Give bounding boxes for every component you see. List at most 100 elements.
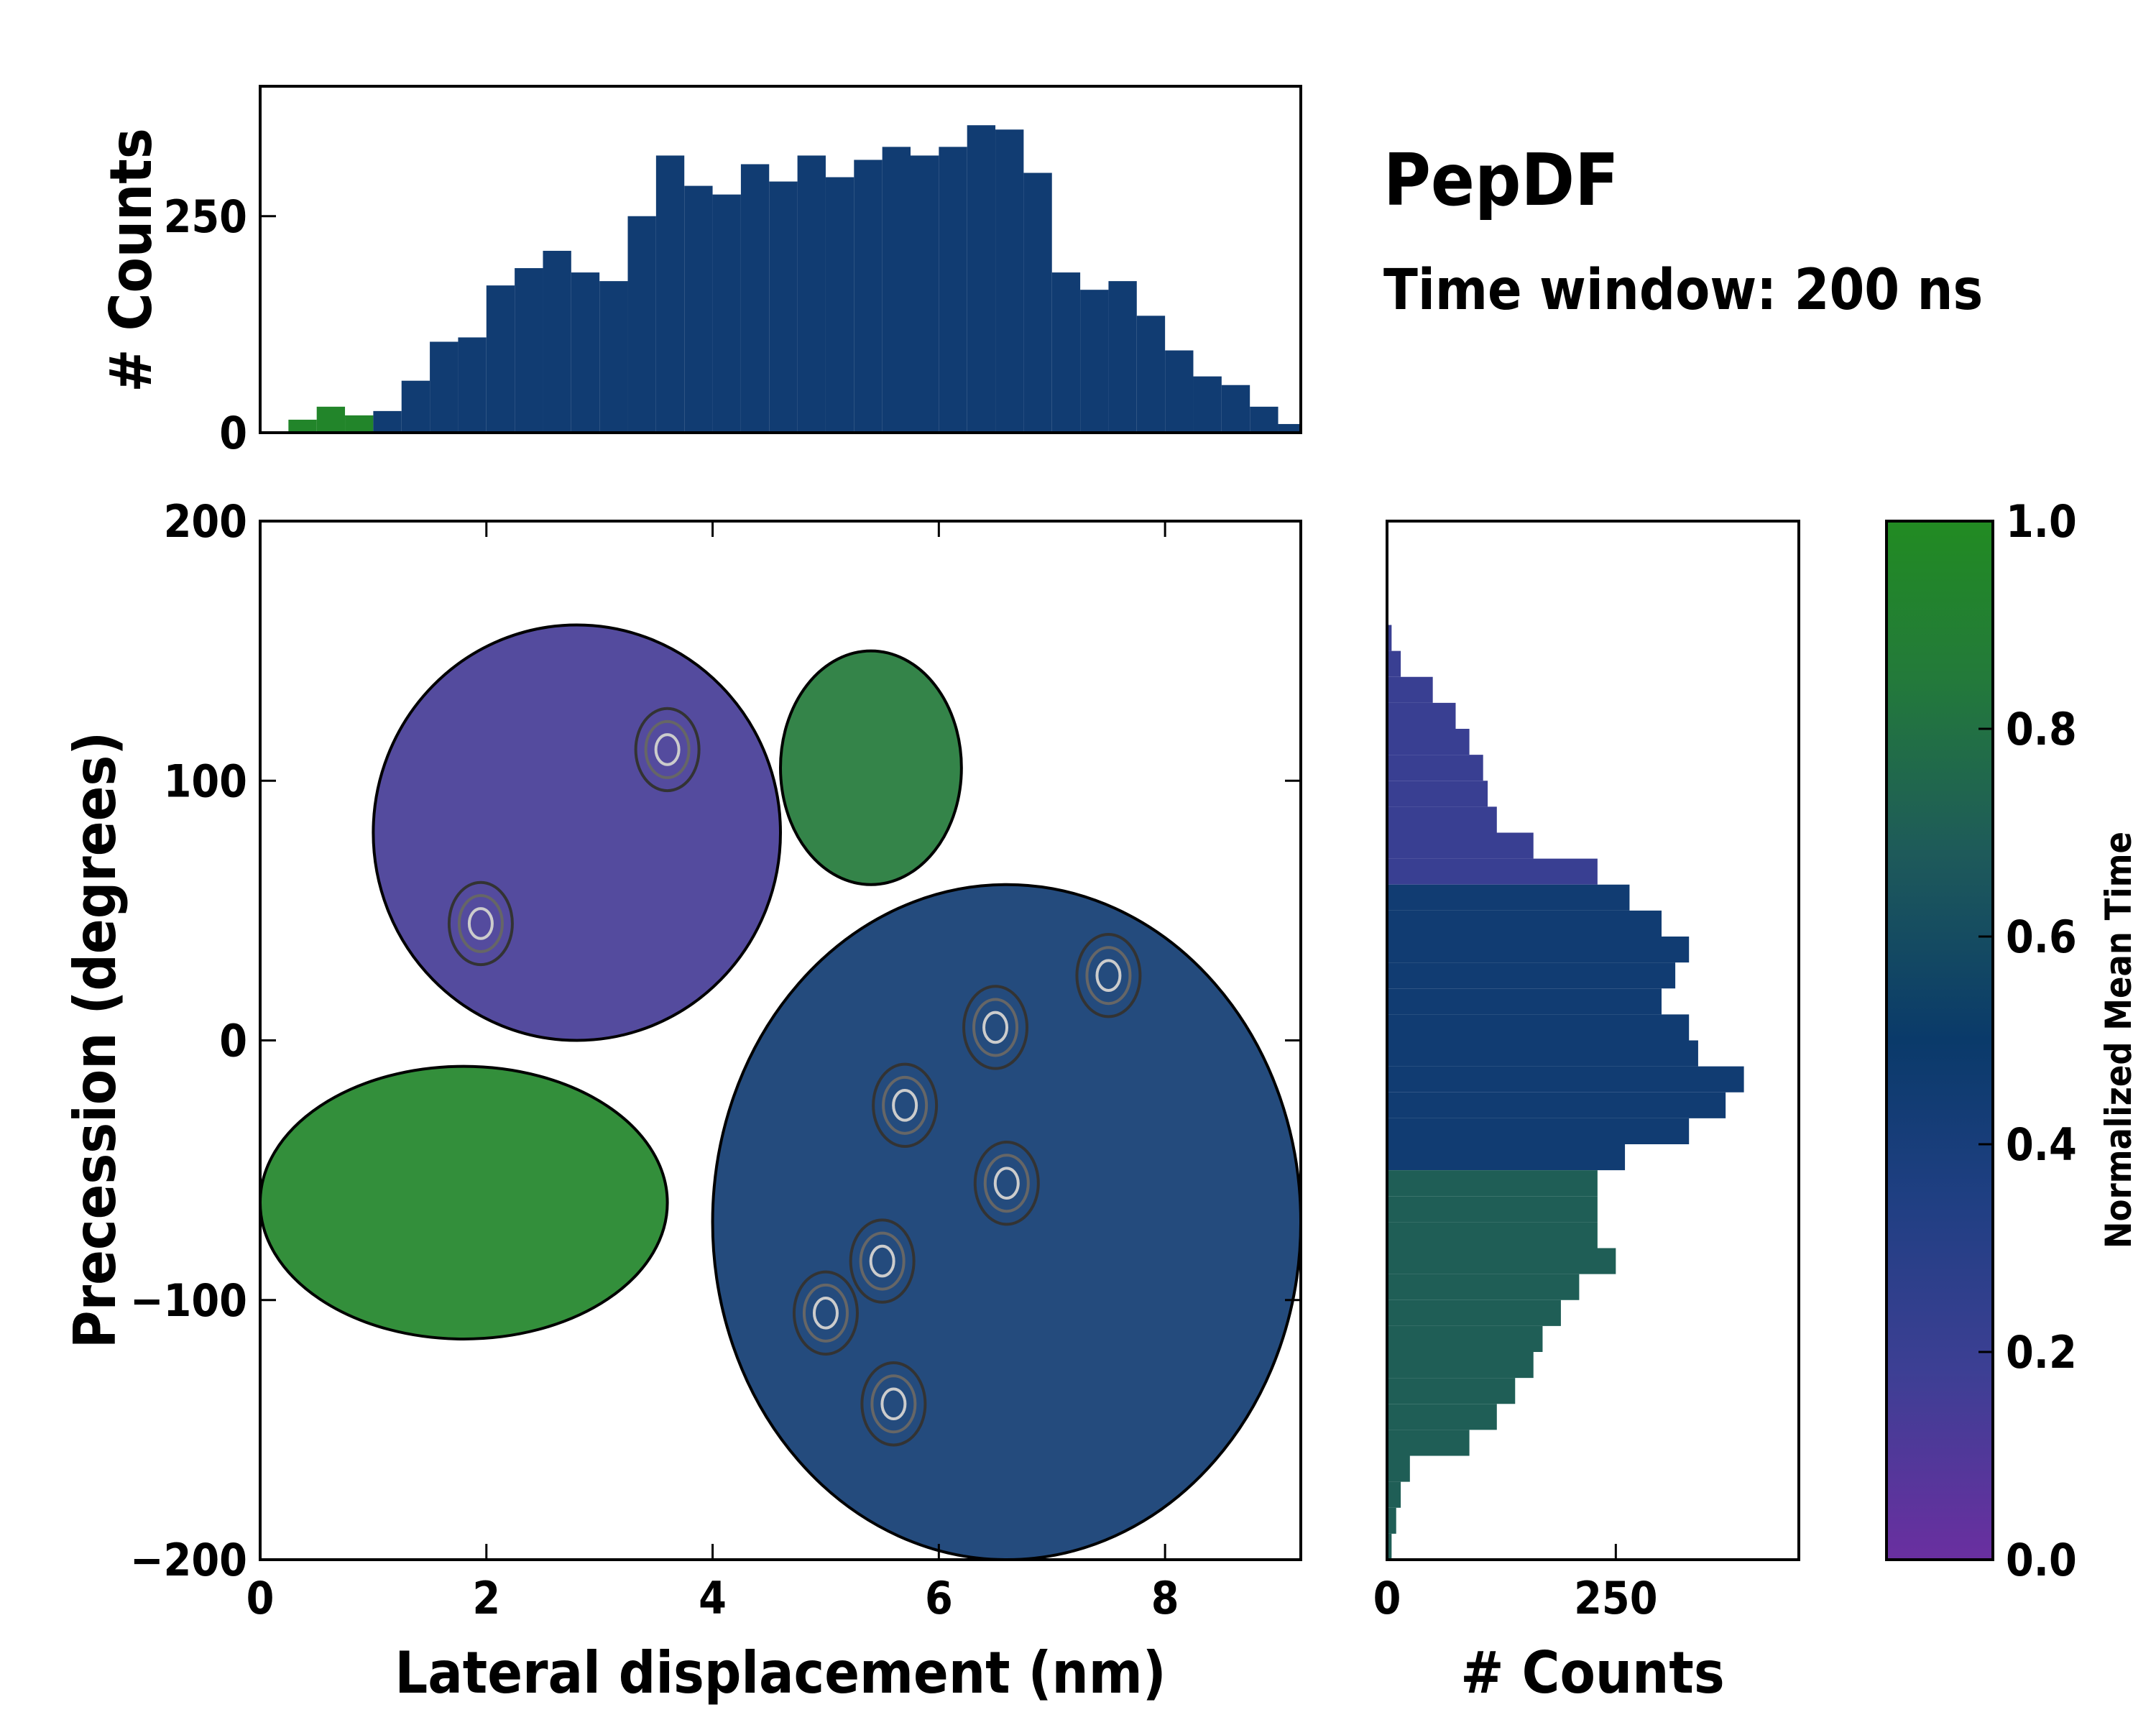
top-histogram-bar [373, 410, 402, 433]
right-histogram-bar [1387, 1325, 1543, 1352]
main-heatmap: 0 2 4 6 8 −200 −100 0 100 200 Lateral displacemen… [62, 495, 1302, 1706]
top-histogram-bar [1278, 423, 1301, 433]
colorbar-tick-label: 0.2 [2006, 1326, 2077, 1379]
right-histogram-bar [1387, 1014, 1690, 1041]
main-ytick-label: 100 [164, 755, 247, 807]
top-histogram-bar [571, 272, 600, 433]
right-histogram-bar [1387, 1222, 1598, 1248]
right-histogram-bar [1387, 625, 1392, 651]
right-histogram-bar [1387, 962, 1676, 989]
right-histogram-bar [1387, 650, 1401, 677]
top-histogram-bar [769, 181, 798, 433]
top-histogram-bar [967, 125, 996, 433]
top-histogram-bar [458, 337, 487, 433]
figure-title: PepDF [1383, 138, 1619, 222]
main-xtick-label: 4 [699, 1572, 727, 1624]
right-histogram-bar [1387, 1455, 1410, 1482]
density-contour [1095, 959, 1122, 992]
main-xtick-label: 8 [1151, 1572, 1179, 1624]
right-histogram-bar [1387, 1092, 1726, 1118]
main-xtick-label: 2 [472, 1572, 500, 1624]
colorbar-tick-label: 0.4 [2006, 1118, 2077, 1171]
top-histogram-bar [1023, 172, 1052, 433]
top-histogram-bar [430, 341, 459, 433]
top-histogram-bar [486, 285, 515, 433]
figure-subtitle: Time window: 200 ns [1383, 258, 1983, 323]
main-ytick-label: 200 [164, 495, 247, 548]
right-histogram: 0 250 # Counts [1373, 520, 1800, 1706]
top-histogram-bar [599, 281, 628, 433]
right-histogram-bar [1387, 1118, 1690, 1144]
colorbar-ticks: 0.0 0.2 0.4 0.6 0.8 1.0 [1978, 495, 2077, 1586]
density-contour [882, 1075, 929, 1135]
top-histogram-bar [1250, 406, 1279, 433]
density-contour [860, 1361, 927, 1447]
heatmap-region [260, 1064, 669, 1340]
colorbar-tick-label: 1.0 [2006, 495, 2077, 548]
main-xtick-label: 0 [247, 1572, 275, 1624]
density-contour [644, 719, 691, 779]
colorbar-frame [1885, 520, 1994, 1561]
colorbar: 0.0 0.2 0.4 0.6 0.8 1.0 Normalized Mean Time [1885, 495, 2139, 1586]
top-histogram-bar [882, 147, 911, 433]
top-histogram-bar [1080, 290, 1109, 433]
heatmap-regions [260, 623, 1301, 1560]
density-contour [802, 1283, 849, 1343]
top-histogram-bar [1136, 316, 1166, 433]
top-histogram-bar [911, 155, 939, 433]
right-histogram-bar [1387, 1040, 1698, 1067]
density-contour [1075, 932, 1142, 1018]
density-contour [869, 1244, 895, 1278]
density-contour [993, 1167, 1020, 1200]
density-contour [457, 893, 504, 953]
top-histogram-bar [797, 155, 826, 433]
density-contour [880, 1387, 907, 1421]
density-contour [972, 998, 1019, 1057]
top-histogram-bar [712, 194, 741, 433]
top-histogram-bar [684, 185, 713, 433]
top-histogram-bar [345, 415, 374, 433]
density-contour [792, 1270, 859, 1356]
heatmap-region [372, 623, 783, 1042]
top-histogram-bar [1193, 376, 1222, 433]
right-histogram-bar [1387, 1481, 1401, 1508]
top-histogram: 0 250 # Counts [98, 85, 1302, 459]
density-contour [634, 707, 701, 793]
right-histogram-bar [1387, 988, 1662, 1015]
right-histogram-bar [1387, 1352, 1534, 1379]
right-histogram-bar [1387, 1507, 1396, 1534]
colorbar-gradient [1886, 521, 1993, 1560]
main-ytick-label: 0 [219, 1015, 247, 1067]
right-histogram-bar [1387, 676, 1433, 703]
top-histogram-bar [401, 380, 430, 433]
heatmap-region [779, 649, 963, 886]
top-histogram-bar [1165, 350, 1194, 433]
right-xtick-label: 0 [1373, 1572, 1401, 1624]
density-contour [1085, 946, 1132, 1006]
heatmap-density-peaks [447, 707, 1142, 1447]
top-histogram-bar [543, 250, 571, 433]
right-histogram-ticks: 0 250 [1373, 1544, 1658, 1624]
colorbar-label: Normalized Mean Time [2098, 832, 2139, 1248]
main-ytick-label: −200 [130, 1534, 247, 1586]
right-histogram-bar [1387, 1248, 1616, 1274]
right-histogram-bar [1387, 1404, 1497, 1430]
right-histogram-bar [1387, 910, 1662, 937]
right-histogram-bar [1387, 884, 1630, 911]
top-histogram-bar [515, 268, 543, 433]
right-histogram-bar [1387, 832, 1534, 859]
top-histogram-bar [740, 164, 770, 433]
right-histogram-xlabel: # Counts [1460, 1639, 1724, 1706]
main-ylabel: Precession (degrees) [62, 732, 129, 1348]
density-contour [973, 1140, 1040, 1226]
top-ytick-label: 250 [164, 190, 247, 243]
top-histogram-bar [288, 419, 317, 433]
density-contour [849, 1218, 916, 1304]
density-contour [962, 985, 1029, 1070]
main-xtick-label: 6 [925, 1572, 953, 1624]
right-histogram-bar [1387, 755, 1483, 781]
right-histogram-bar [1387, 858, 1598, 885]
main-ytick-label: −100 [130, 1274, 247, 1327]
right-histogram-bar [1387, 937, 1690, 963]
